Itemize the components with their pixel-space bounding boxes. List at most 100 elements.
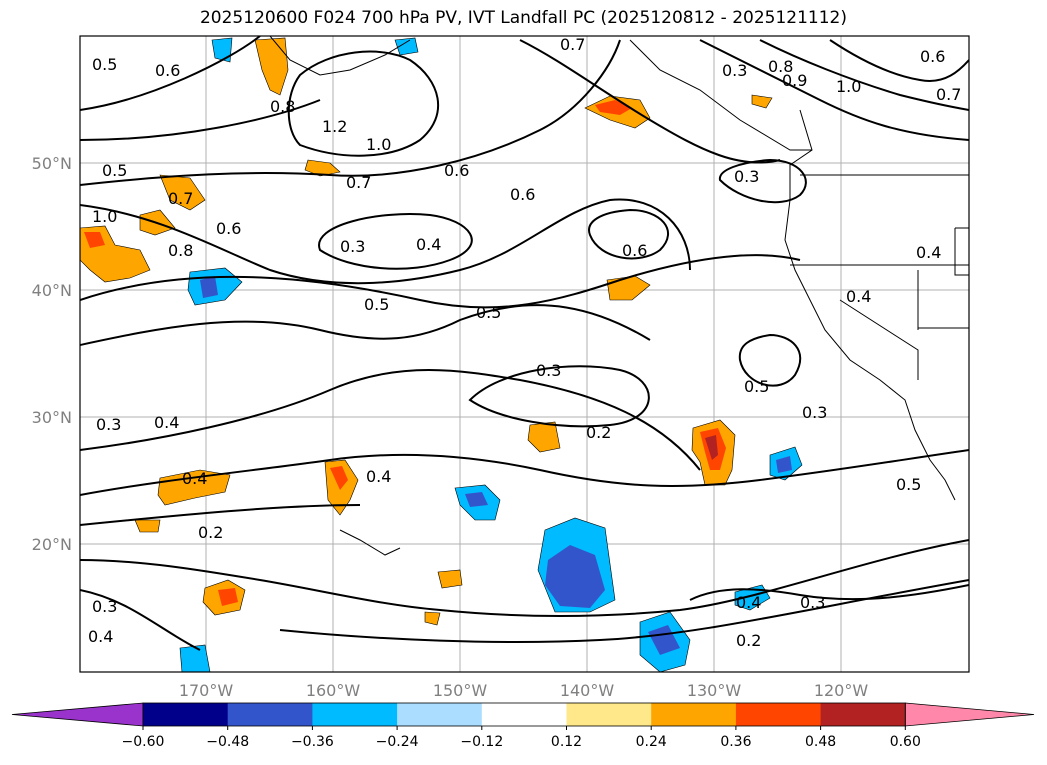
contour-label: 0.4	[736, 593, 761, 612]
contour-line	[699, 39, 969, 141]
contour-label: 0.3	[734, 167, 759, 186]
contour-label: 0.3	[800, 593, 825, 612]
contour-line	[80, 99, 321, 141]
ivt-strong-negative-region	[648, 625, 680, 655]
contour-label: 0.8	[168, 241, 193, 260]
contour-line	[519, 39, 781, 164]
contour-label: 0.7	[560, 35, 585, 54]
ivt-positive-region	[437, 569, 463, 589]
contour-label: 0.6	[920, 47, 945, 66]
contour-label: 0.8	[270, 97, 295, 116]
colorbar-tick-label: 0.12	[551, 734, 582, 750]
contour-line	[287, 50, 439, 157]
colorbar-segment	[227, 703, 313, 726]
pv-contours	[80, 36, 969, 651]
contour-line	[829, 39, 969, 82]
colorbar-tick-label: −0.24	[376, 734, 419, 750]
longitude-label: 120°W	[814, 681, 869, 700]
contour-label: 0.6	[155, 61, 180, 80]
map-title: 2025120600 F024 700 hPa PV, IVT Landfall…	[199, 8, 847, 28]
ivt-negative-region	[394, 37, 419, 56]
ivt-strong-negative-region	[200, 276, 218, 298]
contour-label: 0.5	[92, 55, 117, 74]
contour-label: 0.8	[768, 57, 793, 76]
contour-line	[759, 39, 969, 111]
contour-line	[80, 198, 691, 285]
ivt-negative-region	[734, 584, 771, 611]
ivt-max-region	[705, 435, 718, 460]
contour-line	[718, 158, 807, 204]
ivt-strong-region	[218, 588, 238, 606]
contour-label: 1.2	[322, 117, 347, 136]
contour-line	[80, 304, 651, 346]
contour-line	[80, 589, 201, 651]
latitude-label: 40°N	[32, 281, 72, 300]
ivt-positive-region	[254, 37, 289, 96]
colorbar-tick-label: 0.36	[720, 734, 751, 750]
colorbar-extend-min	[11, 702, 144, 727]
colorbar-segment	[735, 703, 822, 726]
contour-line	[80, 39, 621, 186]
longitude-label: 150°W	[433, 681, 488, 700]
contour-label: 0.7	[168, 189, 193, 208]
ivt-strong-negative-region	[776, 456, 792, 473]
colorbar-segment	[312, 703, 398, 726]
colorbar-tick-label: 0.24	[636, 734, 667, 750]
colorbar-tick-label: 0.60	[890, 734, 921, 750]
contour-label: 0.5	[102, 161, 127, 180]
ivt-positive-region	[157, 469, 231, 506]
longitude-label: 170°W	[179, 681, 234, 700]
contour-label: 0.4	[366, 467, 391, 486]
contour-line	[80, 36, 261, 111]
contour-label: 0.6	[622, 241, 647, 260]
contour-label: 0.4	[916, 243, 941, 262]
ivt-strong-negative-region	[545, 545, 605, 608]
colorbar-segment	[820, 703, 906, 726]
latitude-axis: 50°N 40°N 30°N 20°N	[32, 154, 72, 554]
contour-label: 0.3	[536, 361, 561, 380]
contour-line	[80, 449, 969, 496]
map-border	[79, 35, 970, 673]
ivt-positive-region	[424, 611, 441, 626]
contour-line	[318, 213, 473, 270]
contour-label: 0.3	[96, 415, 121, 434]
contour-line	[279, 579, 969, 643]
longitude-label: 160°W	[306, 681, 361, 700]
contour-line	[80, 254, 801, 309]
contour-line	[80, 539, 969, 617]
colorbar-segment	[397, 703, 483, 726]
colorbar-tick-label: −0.48	[206, 734, 249, 750]
map-area	[80, 36, 969, 672]
colorbar-segment	[566, 703, 652, 726]
colorbar: −0.60 −0.48 −0.36 −0.24 −0.12 0.12 0.24 0.36 0.4…	[11, 702, 1035, 750]
contour-label: 0.4	[846, 287, 871, 306]
colorbar-tick-label: −0.60	[122, 734, 165, 750]
contour-label: 0.3	[802, 403, 827, 422]
contour-label: 0.9	[782, 71, 807, 90]
contour-label: 1.0	[366, 135, 391, 154]
colorbar-outline	[142, 702, 906, 727]
ivt-positive-region	[134, 519, 161, 533]
latitude-label: 20°N	[32, 535, 72, 554]
ivt-positive-region	[527, 421, 561, 453]
longitude-axis: 170°W 160°W 150°W 140°W 130°W 120°W	[179, 681, 869, 700]
contour-label: 0.4	[182, 469, 207, 488]
contour-label: 0.5	[476, 303, 501, 322]
contour-label: 0.7	[346, 173, 371, 192]
colorbar-tick-label: −0.36	[291, 734, 334, 750]
ivt-strong-region	[84, 232, 105, 248]
contour-line	[468, 365, 650, 428]
contour-label: 0.2	[736, 631, 761, 650]
contour-label: 0.5	[744, 377, 769, 396]
ivt-negative-region	[211, 37, 233, 63]
contour-label: 0.2	[198, 523, 223, 542]
contour-label: 0.4	[88, 627, 113, 646]
contour-line	[80, 504, 361, 526]
contour-label: 0.2	[586, 423, 611, 442]
contour-label: 0.5	[364, 295, 389, 314]
contour-label: 0.6	[444, 161, 469, 180]
longitude-label: 130°W	[687, 681, 742, 700]
contour-label: 0.4	[416, 235, 441, 254]
contour-line	[588, 208, 670, 260]
